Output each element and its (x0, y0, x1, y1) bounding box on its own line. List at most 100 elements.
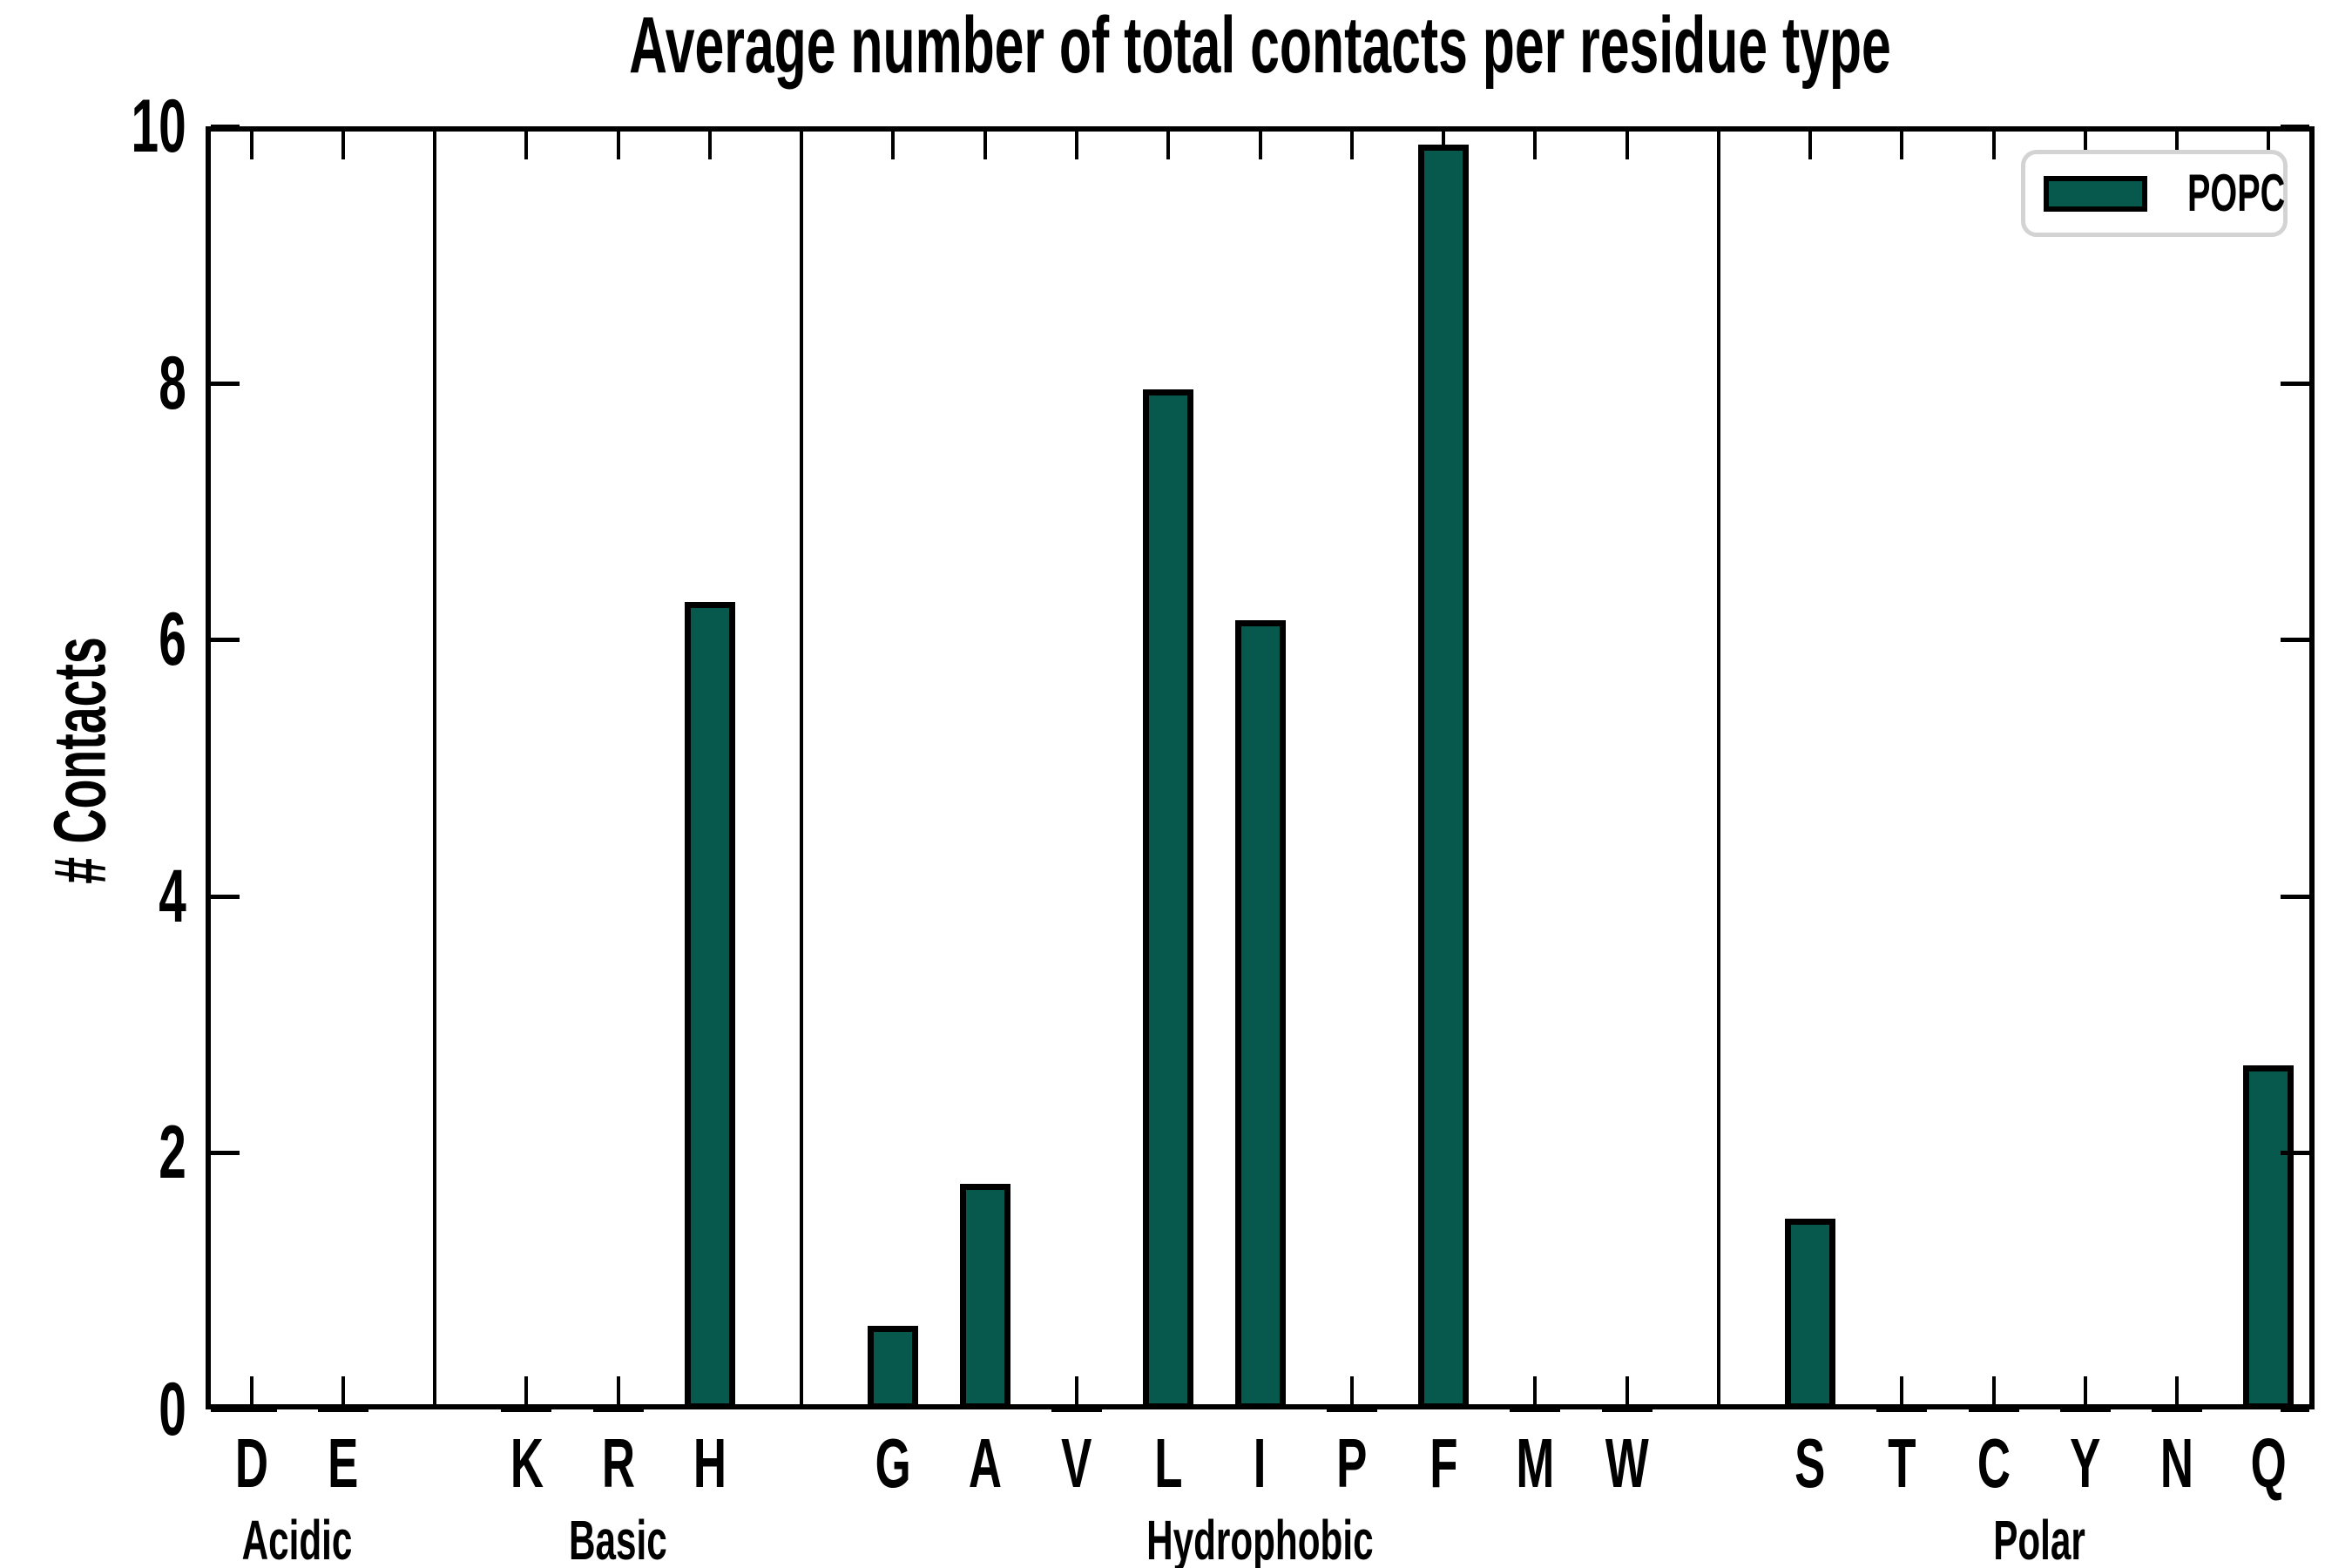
x-tick-label-N: N (2090, 1429, 2264, 1498)
x-tick-label-S-text: S (1794, 1424, 1826, 1502)
x-tick-top-R (616, 132, 620, 159)
x-tick-top-E (341, 132, 345, 159)
x-tick-label-P-text: P (1336, 1424, 1368, 1502)
legend-label-text: POPC (2187, 164, 2286, 222)
x-tick-label-H: H (623, 1429, 797, 1498)
x-tick-bottom-C (1991, 1376, 1996, 1404)
x-tick-label-M: M (1448, 1429, 1622, 1498)
legend-label: POPC (2187, 167, 2335, 220)
x-tick-bottom-Y (2083, 1376, 2087, 1404)
x-tick-label-L: L (1081, 1429, 1255, 1498)
x-tick-top-K (524, 132, 529, 159)
x-tick-label-W: W (1540, 1429, 1714, 1498)
x-tick-label-Q: Q (2181, 1429, 2352, 1498)
x-tick-label-P: P (1265, 1429, 1439, 1498)
x-tick-bottom-V (1074, 1376, 1078, 1404)
y-tick-label-10: 10 (0, 89, 186, 164)
x-tick-label-I: I (1173, 1429, 1348, 1498)
x-tick-label-F-text: F (1429, 1424, 1458, 1502)
x-tick-top-A (983, 132, 987, 159)
group-label-acidic: Acidic (105, 1512, 489, 1568)
group-label-acidic-text: Acidic (241, 1509, 353, 1568)
y-tick-label-0: 0 (0, 1372, 186, 1447)
group-label-polar-text: Polar (1993, 1509, 2086, 1568)
x-tick-top-Y (2083, 132, 2087, 159)
x-tick-top-N (2175, 132, 2180, 159)
group-label-basic-text: Basic (569, 1509, 668, 1568)
legend: POPC (2021, 150, 2288, 237)
y-tick-right-2 (2281, 1151, 2309, 1156)
bar-L (1143, 389, 1194, 1409)
x-tick-top-Q (2267, 132, 2271, 159)
x-tick-top-W (1625, 132, 1629, 159)
y-tick-label-8-text: 8 (159, 341, 186, 425)
x-tick-label-K-text: K (510, 1424, 544, 1502)
group-label-basic: Basic (427, 1512, 810, 1568)
x-tick-bottom-D (249, 1376, 253, 1404)
x-tick-label-V: V (990, 1429, 1164, 1498)
x-tick-label-N-text: N (2160, 1424, 2194, 1502)
x-tick-bottom-E (341, 1376, 345, 1404)
legend-swatch-popc (2044, 175, 2147, 212)
y-tick-right-6 (2281, 638, 2309, 643)
x-tick-label-A: A (898, 1429, 1072, 1498)
x-tick-bottom-P (1349, 1376, 1354, 1404)
chart-title: Average number of total contacts per res… (206, 0, 2315, 91)
x-tick-label-R-text: R (601, 1424, 635, 1502)
y-tick-label-4-text: 4 (159, 854, 186, 938)
x-tick-top-C (1991, 132, 1996, 159)
x-tick-bottom-K (524, 1376, 529, 1404)
x-tick-label-T-text: T (1888, 1424, 1916, 1502)
x-tick-label-Y-text: Y (2070, 1424, 2101, 1502)
y-tick-right-0 (2281, 1408, 2309, 1412)
x-tick-top-T (1900, 132, 1904, 159)
group-label-hydrophobic-text: Hydrophobic (1146, 1509, 1374, 1568)
y-tick-left-8 (211, 381, 240, 386)
group-separator (800, 126, 804, 1409)
x-tick-label-I-text: I (1254, 1424, 1267, 1502)
x-tick-label-Q-text: Q (2250, 1424, 2287, 1502)
x-tick-label-D-text: D (234, 1424, 268, 1502)
bar-G (868, 1326, 919, 1409)
x-tick-label-H-text: H (693, 1424, 727, 1502)
x-tick-top-D (249, 132, 253, 159)
bar-H (684, 602, 735, 1409)
x-tick-bottom-W (1625, 1376, 1629, 1404)
x-tick-label-T: T (1815, 1429, 1989, 1498)
y-tick-label-4: 4 (0, 859, 186, 934)
x-tick-label-Y: Y (1998, 1429, 2173, 1498)
x-tick-top-G (891, 132, 896, 159)
group-separator (433, 126, 437, 1409)
x-tick-label-M-text: M (1516, 1424, 1555, 1502)
x-tick-top-V (1074, 132, 1078, 159)
x-tick-label-E: E (256, 1429, 430, 1498)
x-tick-label-K: K (439, 1429, 613, 1498)
x-tick-label-D: D (165, 1429, 339, 1498)
y-tick-left-6 (211, 638, 240, 643)
x-tick-bottom-T (1900, 1376, 1904, 1404)
group-label-hydrophobic: Hydrophobic (1069, 1512, 1452, 1568)
x-tick-label-L-text: L (1154, 1424, 1183, 1502)
y-tick-label-6: 6 (0, 602, 186, 677)
x-tick-label-C-text: C (1977, 1424, 2011, 1502)
bar-A (959, 1184, 1010, 1409)
bar-F (1418, 145, 1470, 1409)
x-tick-label-W-text: W (1605, 1424, 1649, 1502)
x-tick-bottom-N (2175, 1376, 2180, 1404)
chart-title-text: Average number of total contacts per res… (629, 1, 1891, 90)
y-tick-left-4 (211, 894, 240, 899)
x-tick-label-F: F (1356, 1429, 1531, 1498)
x-tick-label-A-text: A (968, 1424, 1002, 1502)
x-tick-label-E-text: E (328, 1424, 359, 1502)
x-tick-top-H (707, 132, 712, 159)
y-tick-label-8: 8 (0, 346, 186, 421)
y-tick-label-2: 2 (0, 1115, 186, 1190)
group-label-polar: Polar (1848, 1512, 2231, 1568)
y-tick-left-2 (211, 1151, 240, 1156)
y-tick-left-0 (211, 1408, 240, 1412)
x-tick-top-M (1533, 132, 1538, 159)
x-tick-label-S: S (1723, 1429, 1897, 1498)
